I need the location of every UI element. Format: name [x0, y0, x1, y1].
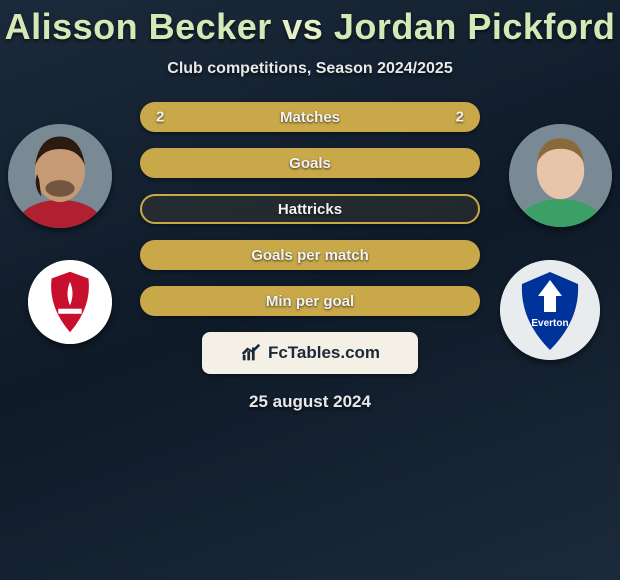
stats-panel: Matches 2 2 Goals Hattricks Goals per match Mi… [140, 102, 480, 316]
title-player1: Alisson Becker [5, 6, 272, 47]
chart-icon [240, 342, 262, 364]
stat-label: Goals [289, 155, 331, 172]
comparison-subtitle: Club competitions, Season 2024/2025 [0, 60, 620, 78]
stat-row-hattricks: Hattricks [140, 194, 480, 224]
stat-row-matches: Matches 2 2 [140, 102, 480, 132]
svg-text:Everton: Everton [531, 318, 568, 329]
stat-row-min-per-goal: Min per goal [140, 286, 480, 316]
stat-label: Matches [280, 109, 340, 126]
player2-club-crest: Everton [500, 260, 600, 360]
snapshot-date: 25 august 2024 [0, 392, 620, 412]
stat-label: Min per goal [266, 293, 354, 310]
stat-value-right: 2 [456, 109, 464, 126]
player1-club-crest [28, 260, 112, 344]
title-player2: Jordan Pickford [334, 6, 616, 47]
player2-avatar [509, 124, 612, 227]
stat-label: Hattricks [278, 201, 342, 218]
stat-row-goals-per-match: Goals per match [140, 240, 480, 270]
title-vs: vs [282, 6, 323, 47]
stat-label: Goals per match [251, 247, 369, 264]
stat-row-goals: Goals [140, 148, 480, 178]
player1-avatar [8, 124, 112, 228]
branding-badge: FcTables.com [202, 332, 418, 374]
comparison-title: Alisson Becker vs Jordan Pickford [0, 0, 620, 48]
stat-value-left: 2 [156, 109, 164, 126]
branding-text: FcTables.com [268, 343, 380, 363]
